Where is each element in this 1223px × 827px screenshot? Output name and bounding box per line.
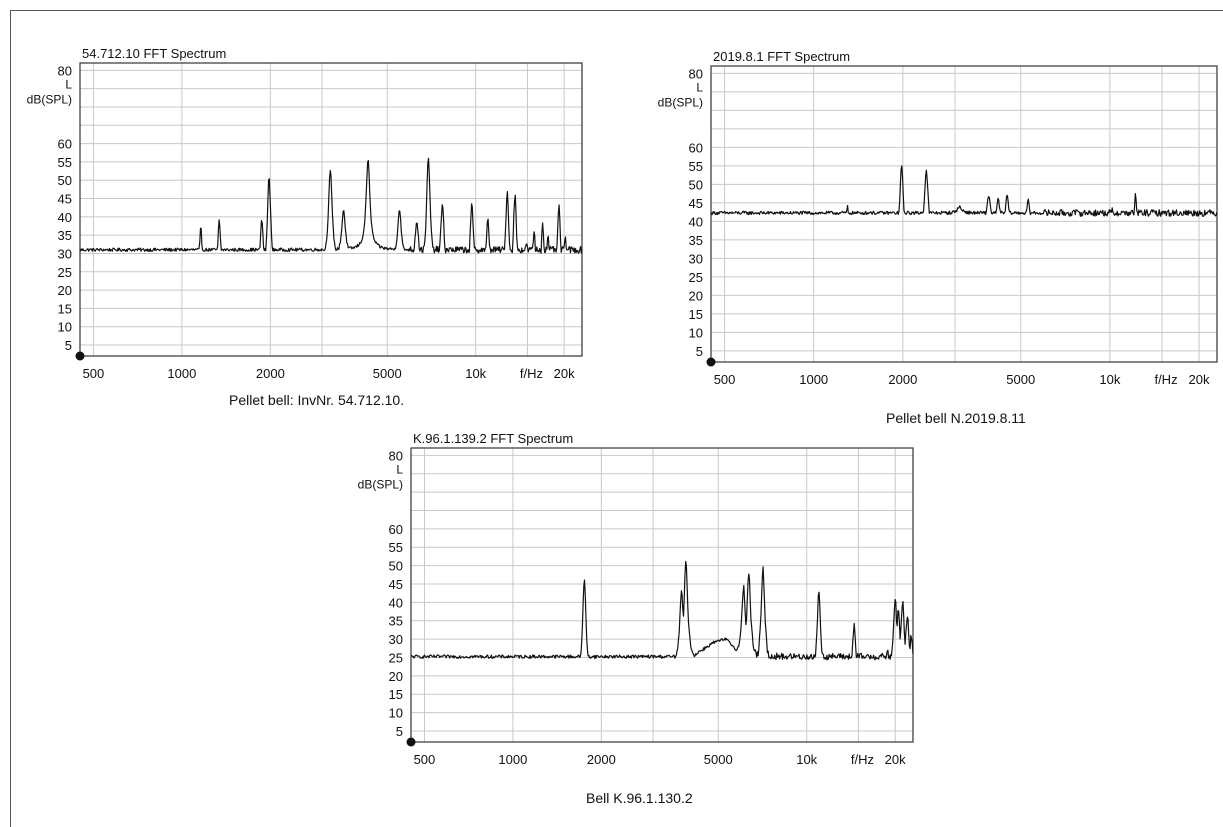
y-tick-label: 40 <box>689 214 703 229</box>
y-tick-label: 30 <box>58 246 72 261</box>
x-tick-label: 20k <box>554 366 575 381</box>
spectrum-line <box>710 165 1218 217</box>
y-tick-label: 35 <box>689 233 703 248</box>
y-tick-label: 10 <box>389 706 403 721</box>
y-tick-label: 20 <box>58 283 72 298</box>
axis-origin-dot <box>406 737 416 747</box>
y-tick-label: 40 <box>389 595 403 610</box>
x-tick-label: 10k <box>796 752 817 767</box>
x-axis-label: f/Hz <box>1154 372 1177 387</box>
x-tick-label: 500 <box>83 366 105 381</box>
x-tick-label: 20k <box>885 752 906 767</box>
chart-caption: Pellet bell N.2019.8.11 <box>886 410 1026 426</box>
x-tick-label: 500 <box>714 372 736 387</box>
y-tick-label: 15 <box>58 301 72 316</box>
x-axis-label: f/Hz <box>851 752 874 767</box>
y-tick-label: 20 <box>389 669 403 684</box>
spectrum-chart-54-712-10: 54.712.10 FFT Spectrum 80 60 55 50 45 40 35 30 25… <box>27 46 583 381</box>
y-tick-label: 15 <box>689 307 703 322</box>
y-tick-label: 10 <box>689 325 703 340</box>
y-axis-label: dB(SPL) <box>27 92 72 106</box>
y-tick-label: 5 <box>65 338 72 353</box>
axis-origin-dot <box>706 357 716 367</box>
chart-title: K.96.1.139.2 FFT Spectrum <box>413 431 573 446</box>
spectrum-panel-2019-8-1: 2019.8.1 FFT Spectrum 80 60 55 50 45 40 35 30 25 2… <box>620 0 1223 440</box>
y-tick-label: 50 <box>689 177 703 192</box>
x-tick-label: 5000 <box>373 366 402 381</box>
y-tick-label: 60 <box>58 137 72 152</box>
x-tick-label: 10k <box>1099 372 1120 387</box>
spectrum-panel-k-96-1-139-2: K.96.1.139.2 FFT Spectrum 80 60 55 50 45 40 35 3… <box>340 420 940 820</box>
y-tick-label: 55 <box>58 155 72 170</box>
y-axis-label: L <box>65 77 72 91</box>
spectrum-chart-2019-8-1: 2019.8.1 FFT Spectrum 80 60 55 50 45 40 35 30 25 2… <box>658 49 1218 387</box>
y-tick-label: 5 <box>696 344 703 359</box>
y-tick-label: 50 <box>389 559 403 574</box>
x-tick-label: 10k <box>465 366 486 381</box>
y-tick-label: 80 <box>689 66 703 81</box>
y-tick-label: 45 <box>58 192 72 207</box>
y-axis-label: L <box>696 80 703 94</box>
chart-caption: Bell K.96.1.130.2 <box>586 790 693 806</box>
x-tick-label: 2000 <box>888 372 917 387</box>
y-tick-label: 45 <box>389 577 403 592</box>
spectrum-line <box>79 157 583 254</box>
x-tick-label: 1000 <box>799 372 828 387</box>
axis-origin-dot <box>75 351 85 361</box>
y-axis-label: dB(SPL) <box>358 477 403 491</box>
plot-area <box>411 448 913 742</box>
y-tick-label: 80 <box>58 63 72 78</box>
plot-border <box>410 447 914 743</box>
y-tick-label: 25 <box>389 650 403 665</box>
plot-border <box>79 62 583 357</box>
chart-title: 54.712.10 FFT Spectrum <box>82 46 226 61</box>
spectrum-chart-k-96-1-139-2: K.96.1.139.2 FFT Spectrum 80 60 55 50 45 40 35 3… <box>358 431 914 767</box>
x-tick-label: 2000 <box>587 752 616 767</box>
y-tick-label: 35 <box>389 614 403 629</box>
plot-area <box>711 66 1217 362</box>
figure-frame <box>10 10 1223 827</box>
y-tick-label: 10 <box>58 320 72 335</box>
y-tick-label: 45 <box>689 196 703 211</box>
y-tick-label: 55 <box>689 159 703 174</box>
y-tick-label: 25 <box>58 265 72 280</box>
x-tick-label: 20k <box>1189 372 1210 387</box>
y-tick-label: 15 <box>389 687 403 702</box>
spectrum-line <box>410 560 914 661</box>
y-tick-label: 20 <box>689 288 703 303</box>
plot-area <box>80 63 582 356</box>
y-tick-label: 40 <box>58 210 72 225</box>
y-tick-label: 80 <box>389 448 403 463</box>
x-tick-label: 500 <box>414 752 436 767</box>
y-tick-label: 30 <box>389 632 403 647</box>
chart-caption: Pellet bell: InvNr. 54.712.10. <box>229 392 405 408</box>
y-axis-label: dB(SPL) <box>658 95 703 109</box>
x-tick-label: 2000 <box>256 366 285 381</box>
y-tick-label: 60 <box>689 140 703 155</box>
y-tick-label: 55 <box>389 540 403 555</box>
y-tick-label: 60 <box>389 522 403 537</box>
y-tick-label: 5 <box>396 724 403 739</box>
x-tick-label: 5000 <box>1006 372 1035 387</box>
chart-title: 2019.8.1 FFT Spectrum <box>713 49 850 64</box>
x-axis-label: f/Hz <box>520 366 543 381</box>
x-tick-label: 5000 <box>704 752 733 767</box>
y-tick-label: 25 <box>689 270 703 285</box>
spectrum-panel-54-712-10: 54.712.10 FFT Spectrum 80 60 55 50 45 40 35 30 25… <box>0 0 600 420</box>
x-tick-label: 1000 <box>498 752 527 767</box>
y-axis-label: L <box>396 462 403 476</box>
y-tick-label: 30 <box>689 251 703 266</box>
x-tick-label: 1000 <box>167 366 196 381</box>
y-tick-label: 35 <box>58 228 72 243</box>
y-tick-label: 50 <box>58 173 72 188</box>
